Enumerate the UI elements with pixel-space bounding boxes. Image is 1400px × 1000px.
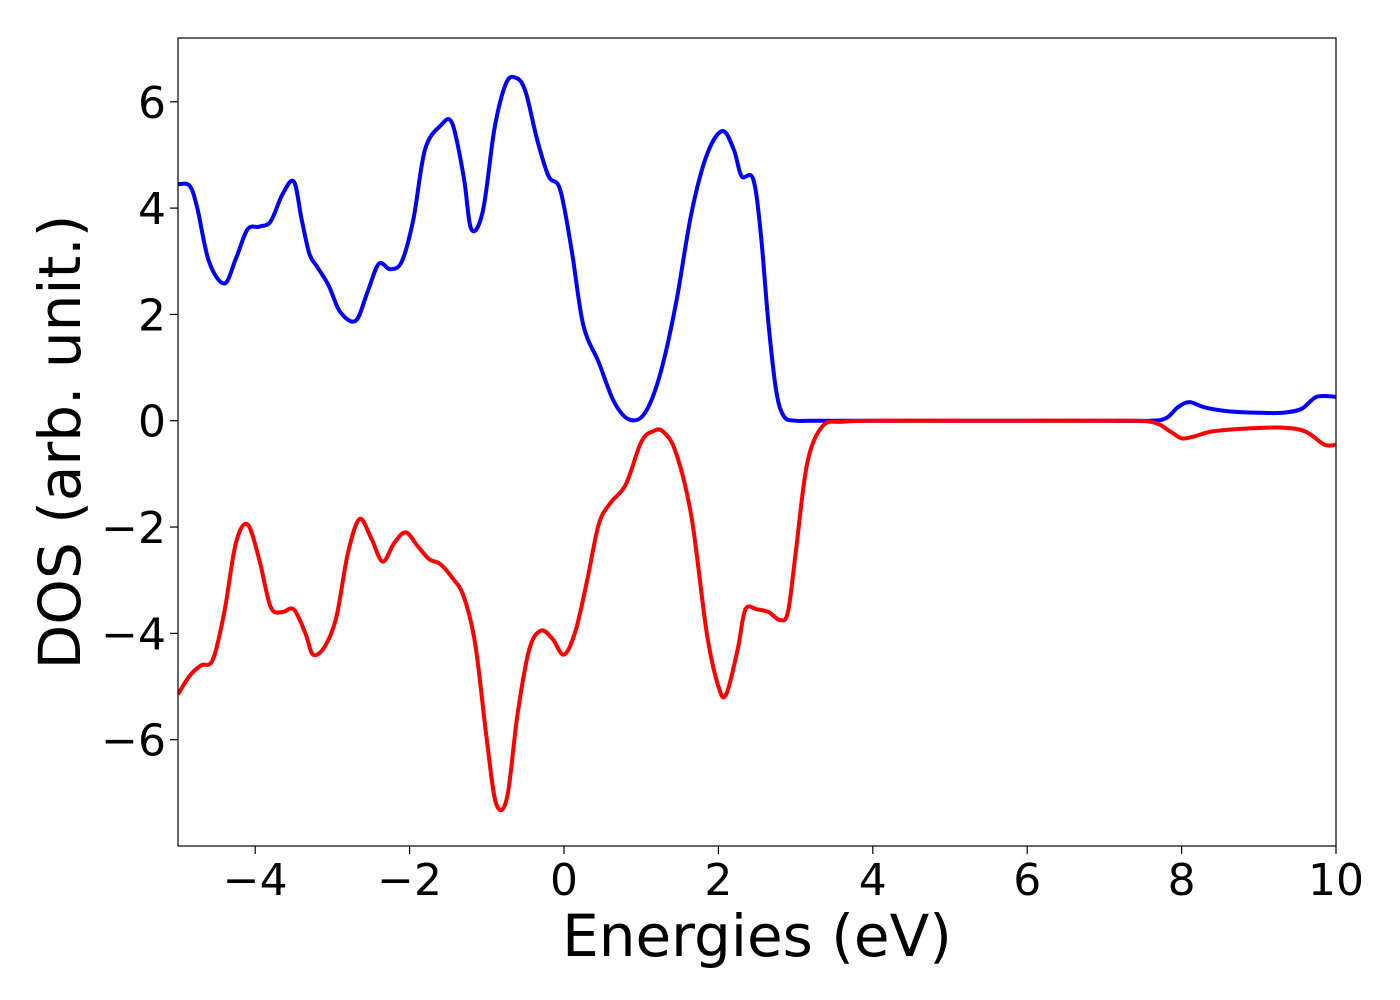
y-tick-label: 0	[138, 397, 166, 448]
y-tick-label: 4	[138, 184, 166, 235]
series-layer	[178, 74, 1336, 813]
x-tick-label: 2	[704, 855, 732, 906]
plot-area	[178, 38, 1336, 846]
y-axis-label: DOS (arb. unit.)	[26, 215, 94, 670]
dos-series-2-line	[178, 418, 1336, 813]
x-tick-label: −4	[223, 855, 288, 906]
x-tick-label: 10	[1308, 855, 1364, 906]
x-tick-label: 8	[1168, 855, 1196, 906]
y-tick-label: 2	[138, 290, 166, 341]
x-tick-label: 0	[550, 855, 578, 906]
x-tick-label: 6	[1013, 855, 1041, 906]
y-tick-label: −2	[101, 503, 166, 554]
x-tick-label: 4	[859, 855, 887, 906]
y-axis-ticks: −6 −4 −2 0 2 4 6	[101, 78, 178, 767]
y-tick-label: −4	[101, 609, 166, 660]
y-tick-label: −6	[101, 716, 166, 767]
x-axis-ticks: −4 −2 0 2 4 6 8 10	[223, 846, 1364, 906]
y-tick-label: 6	[138, 78, 166, 129]
plot-frame	[177, 37, 1337, 847]
x-axis-label: Energies (eV)	[562, 902, 952, 970]
x-tick-label: −2	[377, 855, 442, 906]
